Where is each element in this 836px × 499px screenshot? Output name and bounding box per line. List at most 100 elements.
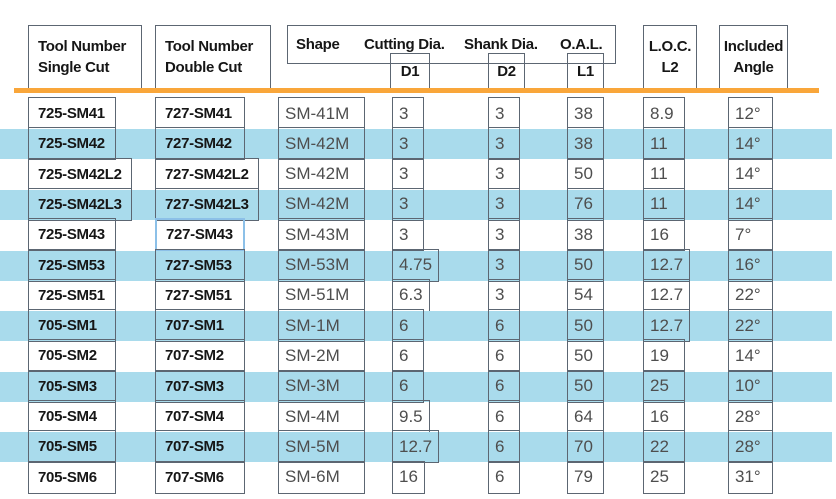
cell-oal-l1[interactable]: 50 [567, 309, 604, 343]
cell-cutting-dia-d1[interactable]: 6 [392, 369, 424, 403]
cell-double-cut[interactable]: 727-SM42 [155, 127, 245, 161]
cell-oal-l1[interactable]: 50 [567, 157, 604, 191]
cell-double-cut[interactable]: 707-SM4 [155, 400, 245, 433]
cell-loc-l2[interactable]: 16 [643, 400, 685, 433]
cell-shape[interactable]: SM-42M [278, 187, 365, 221]
cell-cutting-dia-d1[interactable]: 12.7 [392, 430, 440, 464]
cell-shape[interactable]: SM-6M [278, 460, 365, 494]
cell-double-cut[interactable]: 727-SM53 [155, 248, 245, 282]
cell-single-cut[interactable]: 705-SM3 [28, 369, 116, 403]
cell-included-angle[interactable]: 7° [728, 218, 773, 252]
cell-double-cut[interactable]: 727-SM43 [155, 218, 245, 252]
cell-included-angle[interactable]: 28° [728, 400, 773, 433]
cell-single-cut[interactable]: 705-SM5 [28, 430, 116, 464]
cell-oal-l1[interactable]: 50 [567, 339, 604, 373]
cell-loc-l2[interactable]: 16 [643, 218, 685, 252]
cell-shank-dia-d2[interactable]: 6 [488, 309, 520, 343]
cell-single-cut[interactable]: 725-SM43 [28, 218, 116, 252]
cell-included-angle[interactable]: 14° [728, 127, 773, 161]
cell-shank-dia-d2[interactable]: 3 [488, 218, 520, 252]
cell-oal-l1[interactable]: 79 [567, 460, 604, 494]
cell-included-angle[interactable]: 14° [728, 339, 773, 373]
cell-shank-dia-d2[interactable]: 3 [488, 127, 520, 161]
cell-included-angle[interactable]: 14° [728, 157, 773, 191]
cell-oal-l1[interactable]: 64 [567, 400, 604, 433]
cell-cutting-dia-d1[interactable]: 4.75 [392, 248, 440, 282]
cell-included-angle[interactable]: 16° [728, 248, 773, 282]
cell-single-cut[interactable]: 705-SM4 [28, 400, 116, 433]
cell-double-cut[interactable]: 707-SM5 [155, 430, 245, 464]
cell-single-cut[interactable]: 705-SM1 [28, 309, 116, 343]
cell-shank-dia-d2[interactable]: 6 [488, 369, 520, 403]
cell-shape[interactable]: SM-53M [278, 248, 365, 282]
cell-cutting-dia-d1[interactable]: 3 [392, 218, 424, 252]
cell-double-cut[interactable]: 727-SM42L3 [155, 187, 259, 221]
cell-shape[interactable]: SM-43M [278, 218, 365, 252]
cell-included-angle[interactable]: 22° [728, 278, 773, 312]
cell-single-cut[interactable]: 725-SM41 [28, 97, 116, 130]
cell-oal-l1[interactable]: 38 [567, 218, 604, 252]
cell-single-cut[interactable]: 725-SM42L2 [28, 157, 132, 191]
cell-loc-l2[interactable]: 12.7 [643, 248, 691, 282]
cell-loc-l2[interactable]: 22 [643, 430, 685, 464]
cell-double-cut[interactable]: 707-SM6 [155, 460, 245, 494]
cell-shape[interactable]: SM-3M [278, 369, 365, 403]
cell-shank-dia-d2[interactable]: 3 [488, 157, 520, 191]
cell-double-cut[interactable]: 707-SM2 [155, 339, 245, 373]
cell-loc-l2[interactable]: 25 [643, 460, 685, 494]
cell-included-angle[interactable]: 14° [728, 187, 773, 221]
cell-single-cut[interactable]: 725-SM42 [28, 127, 116, 161]
cell-loc-l2[interactable]: 11 [643, 157, 685, 191]
cell-shape[interactable]: SM-4M [278, 400, 365, 433]
cell-shape[interactable]: SM-42M [278, 127, 365, 161]
cell-included-angle[interactable]: 12° [728, 97, 773, 130]
cell-shape[interactable]: SM-41M [278, 97, 365, 130]
cell-oal-l1[interactable]: 70 [567, 430, 604, 464]
cell-loc-l2[interactable]: 11 [643, 187, 685, 221]
cell-double-cut[interactable]: 727-SM42L2 [155, 157, 259, 191]
cell-loc-l2[interactable]: 12.7 [643, 278, 691, 312]
cell-oal-l1[interactable]: 38 [567, 127, 604, 161]
cell-cutting-dia-d1[interactable]: 3 [392, 157, 424, 191]
cell-shank-dia-d2[interactable]: 3 [488, 248, 520, 282]
cell-loc-l2[interactable]: 11 [643, 127, 685, 161]
cell-cutting-dia-d1[interactable]: 6.3 [392, 278, 430, 312]
cell-shape[interactable]: SM-2M [278, 339, 365, 373]
cell-included-angle[interactable]: 28° [728, 430, 773, 464]
cell-single-cut[interactable]: 725-SM53 [28, 248, 116, 282]
cell-shape[interactable]: SM-1M [278, 309, 365, 343]
cell-shank-dia-d2[interactable]: 6 [488, 400, 520, 433]
cell-single-cut[interactable]: 725-SM42L3 [28, 187, 132, 221]
cell-oal-l1[interactable]: 76 [567, 187, 604, 221]
cell-loc-l2[interactable]: 12.7 [643, 309, 691, 343]
cell-included-angle[interactable]: 31° [728, 460, 773, 494]
cell-cutting-dia-d1[interactable]: 3 [392, 127, 424, 161]
cell-included-angle[interactable]: 10° [728, 369, 773, 403]
cell-cutting-dia-d1[interactable]: 3 [392, 187, 424, 221]
cell-shape[interactable]: SM-5M [278, 430, 365, 464]
cell-shape[interactable]: SM-42M [278, 157, 365, 191]
cell-cutting-dia-d1[interactable]: 6 [392, 339, 424, 373]
cell-shank-dia-d2[interactable]: 3 [488, 187, 520, 221]
cell-single-cut[interactable]: 705-SM2 [28, 339, 116, 373]
cell-shank-dia-d2[interactable]: 6 [488, 460, 520, 494]
cell-oal-l1[interactable]: 38 [567, 97, 604, 130]
cell-oal-l1[interactable]: 50 [567, 369, 604, 403]
cell-shank-dia-d2[interactable]: 3 [488, 278, 520, 312]
cell-oal-l1[interactable]: 50 [567, 248, 604, 282]
cell-loc-l2[interactable]: 8.9 [643, 97, 685, 130]
cell-cutting-dia-d1[interactable]: 9.5 [392, 400, 430, 433]
cell-loc-l2[interactable]: 25 [643, 369, 685, 403]
cell-shank-dia-d2[interactable]: 6 [488, 339, 520, 373]
cell-double-cut[interactable]: 727-SM41 [155, 97, 245, 130]
cell-cutting-dia-d1[interactable]: 3 [392, 97, 424, 130]
cell-double-cut[interactable]: 727-SM51 [155, 278, 245, 312]
cell-single-cut[interactable]: 725-SM51 [28, 278, 116, 312]
cell-cutting-dia-d1[interactable]: 6 [392, 309, 424, 343]
cell-included-angle[interactable]: 22° [728, 309, 773, 343]
cell-cutting-dia-d1[interactable]: 16 [392, 460, 425, 494]
cell-single-cut[interactable]: 705-SM6 [28, 460, 116, 494]
cell-oal-l1[interactable]: 54 [567, 278, 604, 312]
cell-double-cut[interactable]: 707-SM1 [155, 309, 245, 343]
cell-shank-dia-d2[interactable]: 6 [488, 430, 520, 464]
